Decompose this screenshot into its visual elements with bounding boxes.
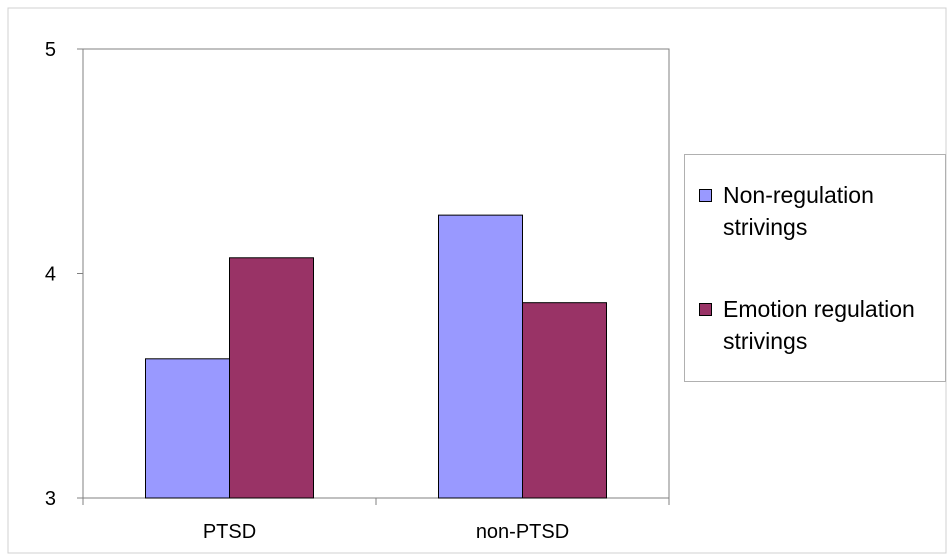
x-tick-label-non-ptsd: non-PTSD bbox=[476, 521, 569, 543]
y-tick-label-4: 4 bbox=[45, 264, 56, 286]
bar-ptsd-series-1 bbox=[229, 257, 314, 499]
legend-item-emotion-regulation: Emotion regulation strivings bbox=[699, 293, 945, 359]
y-tick-label-3: 3 bbox=[45, 488, 56, 510]
bar-ptsd-series-0 bbox=[145, 358, 230, 499]
bar-non-ptsd-series-0 bbox=[438, 214, 523, 499]
axis-layer: PTSD non-PTSD 3 4 5 bbox=[45, 39, 670, 543]
legend-swatch-non-regulation bbox=[699, 189, 712, 202]
legend-label-non-regulation: Non-regulation strivings bbox=[723, 182, 874, 240]
legend-item-non-regulation: Non-regulation strivings bbox=[699, 179, 945, 245]
legend-swatch-emotion-regulation bbox=[699, 303, 712, 316]
y-tick-label-5: 5 bbox=[45, 39, 56, 61]
legend: Non-regulation strivings Emotion regulat… bbox=[684, 154, 946, 382]
bars-layer bbox=[145, 214, 607, 499]
x-tick-label-ptsd: PTSD bbox=[203, 521, 256, 543]
legend-label-emotion-regulation: Emotion regulation strivings bbox=[723, 296, 915, 354]
bar-non-ptsd-series-1 bbox=[522, 302, 607, 499]
